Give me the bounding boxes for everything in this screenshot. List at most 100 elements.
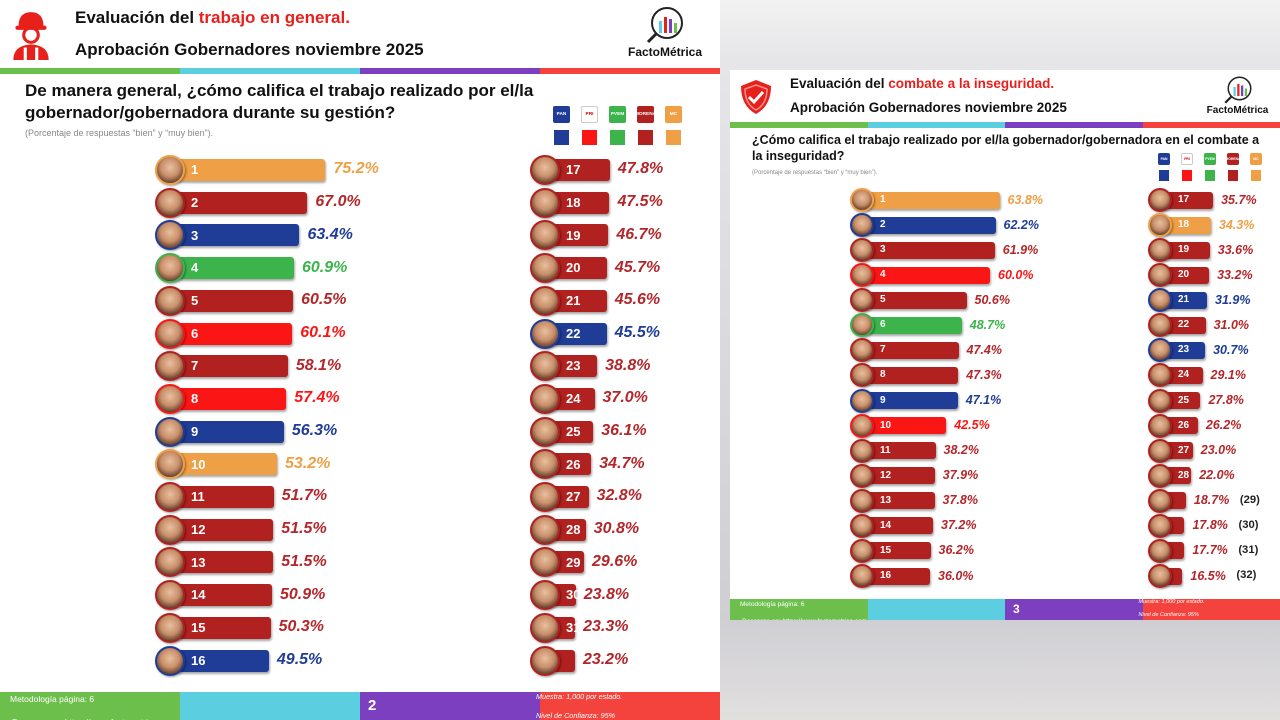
bar-morena: [1160, 241, 1210, 259]
governor-photo: [155, 285, 185, 316]
party-legend: PAN PRI PVEM MORENA MC: [1158, 153, 1262, 181]
rank-number: 9: [880, 394, 886, 406]
stripe-segment: [867, 122, 1005, 128]
footer-segment: Muestra: 1,000 por estado. Nivel de Confi…: [536, 692, 720, 720]
bar-pvem: [862, 316, 962, 334]
bar-pan: [545, 322, 607, 345]
bar-morena: [170, 551, 274, 574]
value-label: 23.3%: [583, 618, 629, 636]
legend-item-morena: MORENA: [1226, 153, 1240, 181]
bar-morena: [545, 224, 609, 247]
governor-photo: [1148, 388, 1172, 413]
bar-morena: [862, 467, 935, 485]
legend-swatch-pvem: [609, 129, 626, 146]
rank-number: 7: [880, 344, 886, 356]
value-label: 17.7%: [1192, 543, 1228, 558]
value-label: 56.3%: [291, 422, 338, 439]
bar-morena: [862, 366, 959, 384]
brand-name: FactoMétrica: [627, 45, 703, 59]
magnifier-chart-icon: [645, 5, 685, 45]
rank-number: 3: [880, 244, 886, 256]
factometrica-logo: FactoMétrica: [1200, 75, 1275, 116]
slide-subtitle: Aprobación Gobernadores noviembre 2025: [75, 40, 424, 59]
party-logo-pri: PRI: [581, 106, 598, 123]
value-label: 35.7%: [1221, 192, 1257, 207]
governor-photo: [155, 612, 185, 643]
rank-number: 18: [566, 194, 581, 210]
legend-swatch-pri: [581, 129, 598, 146]
bar-pan: [862, 216, 996, 234]
value-label: 45.5%: [614, 323, 660, 341]
bar-mc: [1160, 216, 1211, 234]
rank-number: 24: [1178, 369, 1190, 381]
governor-photo: [155, 645, 185, 676]
bar-morena: [170, 191, 308, 214]
value-label: 38.8%: [605, 356, 651, 374]
final-rank-label: (29): [1239, 493, 1260, 506]
bar-morena: [545, 289, 607, 312]
governor-photo: [530, 580, 560, 611]
legend-swatch-morena: [1227, 169, 1239, 181]
website-link[interactable]: https://www.factometrica.com: [782, 618, 867, 621]
rank-number: 9: [191, 423, 199, 439]
worker-helmet-icon: [10, 8, 52, 60]
value-label: 45.7%: [614, 258, 661, 276]
rank-number: 10: [191, 456, 206, 472]
rank-number: 6: [880, 319, 886, 331]
magnifier-chart-icon: [1223, 75, 1253, 105]
website-link[interactable]: https://www.factometrica.com: [65, 717, 176, 720]
footer-sample: Muestra: 1,000 por estado.: [1138, 599, 1205, 605]
governor-photo: [850, 238, 874, 263]
rank-number: 1: [191, 162, 199, 178]
slide-title: Evaluación del combate a la inseguridad.: [790, 76, 1054, 91]
stripe-segment: [1142, 122, 1280, 128]
value-label: 17.8%: [1192, 518, 1228, 533]
survey-question: ¿Cómo califica el trabajo realizado por …: [752, 133, 1260, 164]
rank-number: 10: [880, 419, 892, 431]
value-label: 33.2%: [1217, 267, 1253, 282]
bar-morena: [170, 486, 274, 508]
shield-check-icon: [738, 78, 774, 116]
rank-number: 8: [191, 391, 199, 407]
legend-item-mc: MC: [665, 106, 682, 146]
value-label: 23.8%: [583, 585, 630, 603]
value-label: 32.8%: [596, 487, 642, 505]
party-logo-mc: MC: [1250, 153, 1262, 165]
governor-photo: [850, 463, 874, 488]
page-number: 3: [1013, 602, 1020, 617]
bar-morena: [545, 159, 610, 181]
value-label: 16.5%: [1190, 568, 1226, 583]
footer-segment: [867, 599, 1005, 620]
rank-number: 2: [880, 219, 886, 231]
governor-photo: [850, 438, 874, 463]
rank-number: 4: [880, 269, 886, 281]
governor-photo: [530, 449, 560, 480]
governor-photo: [155, 416, 185, 447]
value-label: 47.4%: [966, 342, 1002, 357]
bar-morena: [545, 191, 610, 214]
governor-photo: [155, 318, 185, 349]
value-label: 50.6%: [974, 292, 1010, 307]
rank-number: 6: [191, 325, 199, 341]
rank-number: 11: [191, 489, 205, 505]
rank-number: 24: [566, 391, 581, 407]
rank-number: 21: [566, 293, 581, 308]
rank-number: 18: [1178, 219, 1190, 231]
rank-number: 8: [880, 369, 886, 381]
legend-item-pri: PRI: [581, 106, 598, 146]
governor-photo: [155, 187, 185, 218]
value-label: 38.2%: [943, 443, 979, 458]
value-label: 46.7%: [616, 225, 662, 243]
legend-item-pan: PAN: [1158, 153, 1170, 181]
value-label: 36.1%: [601, 422, 647, 439]
governor-photo: [1148, 513, 1172, 538]
rank-number: 12: [191, 521, 206, 537]
rank-number: 5: [880, 294, 886, 306]
slide-title: Evaluación del trabajo en general.: [75, 8, 350, 28]
governor-photo: [530, 383, 560, 414]
value-label: 60.9%: [301, 258, 348, 276]
rank-number: 3: [191, 227, 199, 243]
value-label: 37.0%: [602, 389, 648, 407]
governor-photo: [1148, 438, 1172, 463]
party-legend: PAN PRI PVEM MORENA MC: [553, 106, 682, 146]
